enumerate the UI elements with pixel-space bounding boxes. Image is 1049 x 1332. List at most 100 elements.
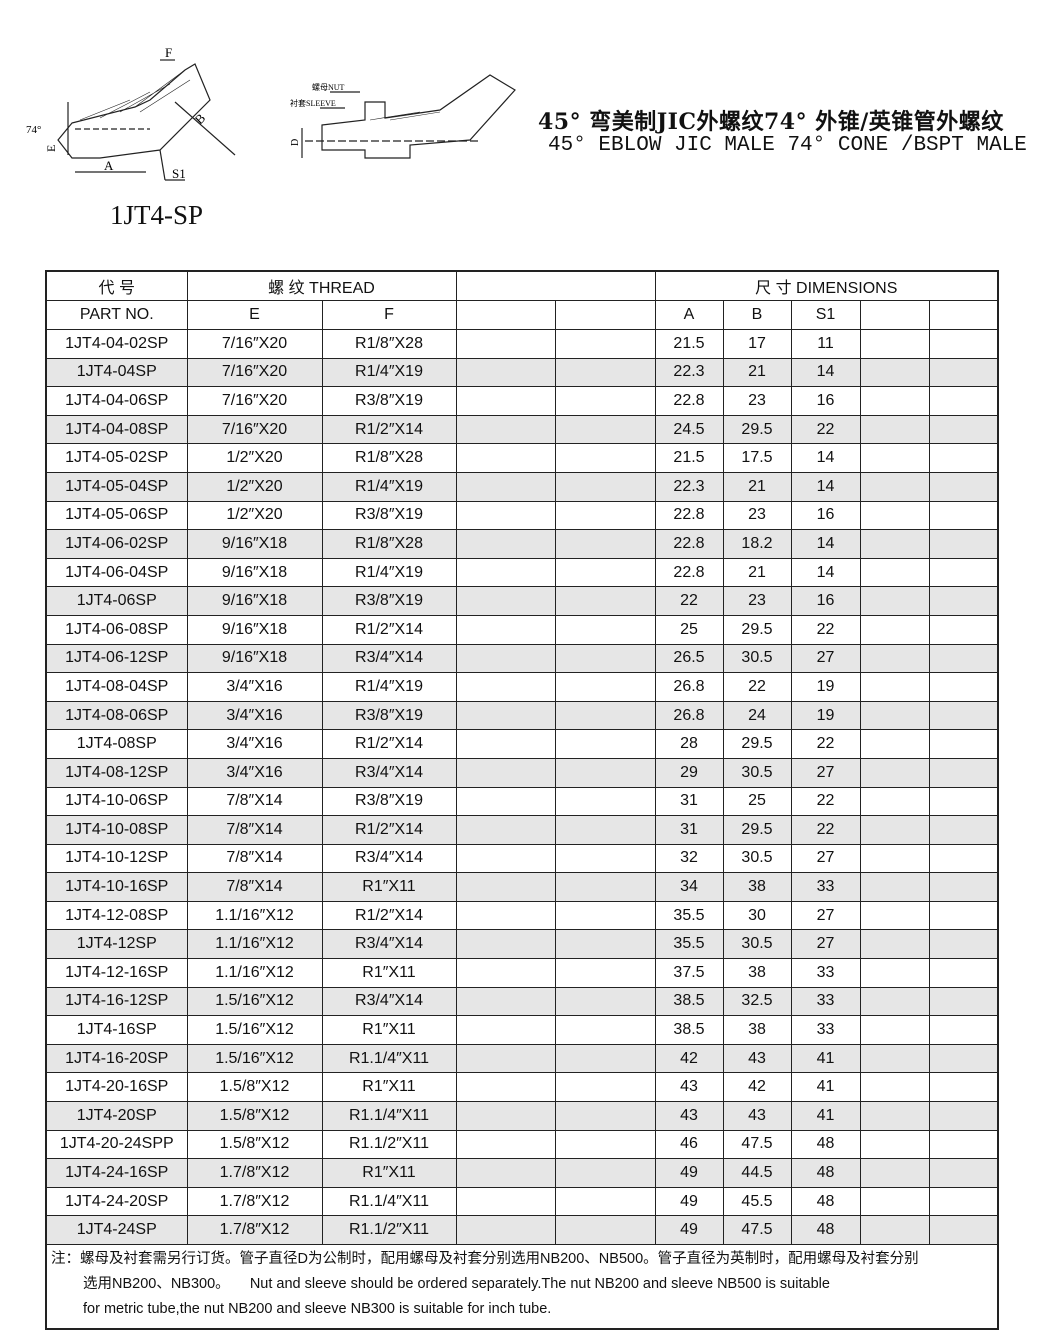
cell-thread-f: R3/4″X14 [321,843,457,874]
fitting-drawing: F B E A S1 74° 螺母NUT 衬套SLEEVE D [26,45,516,181]
cell-part-no: 1JT4-12-16SP [45,958,188,988]
cell-thread-e: 3/4″X16 [186,700,323,731]
header-f: F [321,300,457,330]
cell-dim-b: 43 [722,1043,792,1074]
cell-thread-e: 7/8″X14 [186,815,323,845]
cell-dim-a: 31 [654,815,724,845]
cell-thread-f: R1″X11 [321,1015,457,1045]
cell-part-no: 1JT4-04SP [45,357,188,388]
cell-dim-s1: 22 [790,786,861,817]
cell-dim-b: 17.5 [722,443,792,473]
cell-dim-a: 21.5 [654,329,724,359]
label-d: D [290,139,301,146]
cell-thread-e: 1.5/16″X12 [186,1015,323,1045]
dimensions-table: 代 号 螺 纹 THREAD 尺 寸 DIMENSIONS PART NO. E… [45,270,999,1330]
cell-thread-f: R3/4″X14 [321,986,457,1017]
cell-empty [928,443,999,473]
cell-empty [928,757,999,788]
cell-empty [859,958,930,988]
cell-empty [859,1215,930,1245]
cell-part-no: 1JT4-04-08SP [45,414,188,445]
cell-dim-s1: 27 [790,643,861,674]
cell-dim-s1: 27 [790,757,861,788]
cell-empty [455,1215,556,1245]
cell-empty [554,357,656,388]
cell-dim-a: 22 [654,586,724,616]
cell-empty [928,1101,999,1131]
cell-dim-s1: 19 [790,700,861,731]
cell-empty [554,1072,656,1103]
header-code: 代 号 [45,270,188,301]
cell-empty [554,1215,656,1245]
cell-dim-s1: 41 [790,1043,861,1074]
cell-empty [859,786,930,817]
table-row: 1JT4-06SP 9/16″X18 R3/8″X19 22 23 16 [45,586,999,616]
assembly-drawing [301,74,516,159]
note-line-2: 选用NB200、NB300。 Nut and sleeve should be … [83,1276,830,1292]
cell-empty [928,500,999,531]
cell-dim-s1: 33 [790,986,861,1017]
cell-empty [455,672,556,702]
cell-dim-b: 23 [722,500,792,531]
cell-part-no: 1JT4-06-12SP [45,643,188,674]
cell-thread-f: R3/8″X19 [321,386,457,416]
cell-thread-e: 1.1/16″X12 [186,900,323,931]
cell-dim-a: 28 [654,729,724,759]
cell-part-no: 1JT4-06SP [45,586,188,616]
cell-empty [928,1072,999,1103]
cell-empty [455,414,556,445]
cell-thread-e: 7/8″X14 [186,872,323,902]
cell-dim-a: 43 [654,1072,724,1103]
table-row: 1JT4-12-08SP 1.1/16″X12 R1/2″X14 35.5 30 27 [45,900,999,931]
title-chinese: 45° 弯美制JIC外螺纹74° 外锥/英锥管外螺纹 [538,109,1004,135]
cell-thread-e: 9/16″X18 [186,614,323,645]
cell-empty [554,843,656,874]
cell-dim-a: 26.8 [654,672,724,702]
cell-dim-s1: 14 [790,557,861,588]
cell-empty [928,958,999,988]
cell-dim-b: 43 [722,1101,792,1131]
cell-empty [859,1072,930,1103]
cell-empty [455,900,556,931]
cell-empty [859,843,930,874]
cell-dim-a: 25 [654,614,724,645]
label-nut: 螺母NUT [312,82,345,92]
cell-thread-f: R1/4″X19 [321,557,457,588]
cell-empty [455,386,556,416]
footnote: 注：螺母及衬套需另行订货。管子直径D为公制时，配用螺母及衬套分别选用NB200、… [45,1244,999,1330]
cell-part-no: 1JT4-20-16SP [45,1072,188,1103]
cell-thread-e: 1.7/8″X12 [186,1215,323,1245]
cell-thread-f: R1/2″X14 [321,729,457,759]
cell-empty [859,900,930,931]
cell-empty [554,1186,656,1217]
cell-empty [554,1101,656,1131]
cell-empty [859,557,930,588]
cell-empty [554,672,656,702]
table-row: 1JT4-16SP 1.5/16″X12 R1″X11 38.5 38 33 [45,1015,999,1045]
table-row: 1JT4-24SP 1.7/8″X12 R1.1/2″X11 49 47.5 48 [45,1215,999,1245]
cell-empty [928,1215,999,1245]
cell-empty [859,700,930,731]
cell-empty [928,643,999,674]
header-row-1: 代 号 螺 纹 THREAD 尺 寸 DIMENSIONS [45,270,999,301]
cell-dim-s1: 19 [790,672,861,702]
cell-part-no: 1JT4-10-12SP [45,843,188,874]
cell-empty [859,872,930,902]
cell-thread-e: 7/16″X20 [186,357,323,388]
cell-empty [928,786,999,817]
cell-empty [859,329,930,359]
cell-dim-b: 29.5 [722,414,792,445]
cell-empty [554,471,656,502]
cell-empty [455,757,556,788]
cell-dim-s1: 33 [790,958,861,988]
cell-dim-s1: 41 [790,1101,861,1131]
note-line-3: for metric tube,the nut NB200 and sleeve… [83,1301,552,1317]
cell-part-no: 1JT4-06-04SP [45,557,188,588]
cell-thread-f: R1/2″X14 [321,815,457,845]
cell-thread-f: R1/2″X14 [321,414,457,445]
cell-dim-s1: 22 [790,614,861,645]
cell-empty [554,329,656,359]
cell-dim-a: 24.5 [654,414,724,445]
cell-thread-f: R1/8″X28 [321,443,457,473]
cell-part-no: 1JT4-06-02SP [45,529,188,559]
